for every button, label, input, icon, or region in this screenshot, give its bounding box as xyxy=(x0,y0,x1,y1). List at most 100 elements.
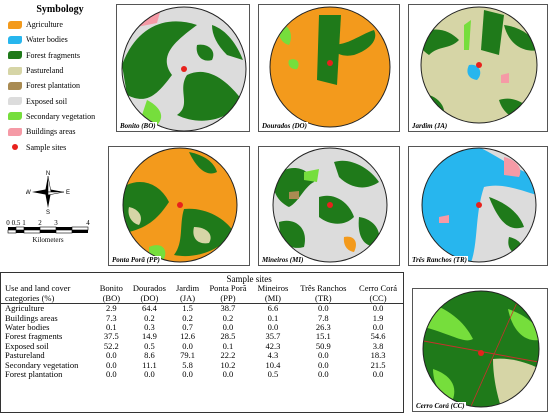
legend-swatch-buildings xyxy=(8,127,22,136)
column-name: Cerro Corá xyxy=(359,283,398,294)
table-cell: 3.8 xyxy=(372,340,384,351)
legend-swatch-forest xyxy=(8,51,22,60)
table-cell: 0.0 xyxy=(144,369,155,380)
column-code: (DO) xyxy=(127,293,172,305)
table-cell: 64.4 xyxy=(141,303,157,314)
column-name: Ponta Porã xyxy=(209,283,247,294)
table-cell: 22.2 xyxy=(220,350,236,361)
scale-unit: Kilometers xyxy=(32,236,63,244)
table-cell: 79.1 xyxy=(180,350,195,361)
table-row: Agriculture 2.9 64.4 1.5 38.7 6.6 0.0 0.0 xyxy=(1,304,403,314)
map-tresranchos: Três Ranchos (TR) xyxy=(408,146,548,266)
column-name: Bonito xyxy=(99,283,123,294)
column-code: (TR) xyxy=(293,293,354,305)
column-code: (PP) xyxy=(203,293,253,305)
table-cell: 0.2 xyxy=(144,312,155,323)
legend-label: Buildings areas xyxy=(26,127,76,137)
table-cell: 0.0 xyxy=(372,303,384,314)
table-row: Exposed soil 52.2 0.5 0.0 0.1 42.3 50.9 3.8 xyxy=(1,340,403,351)
table-cell: 0.0 xyxy=(267,322,279,333)
table-row: Secondary vegetation 0.0 11.1 5.8 10.2 10.4 0.… xyxy=(1,359,403,370)
legend-label: Agriculture xyxy=(26,20,63,30)
category-header-1: Use and land cover xyxy=(5,283,71,294)
legend-item-forest: Forest fragments xyxy=(8,48,112,63)
column-code: (MI) xyxy=(252,293,294,305)
legend-item-water: Water bodies xyxy=(8,32,112,47)
table-cell: 0.5 xyxy=(144,340,155,351)
table-cell: 0.0 xyxy=(317,359,329,370)
table-row: Buildings areas 7.3 0.2 0.2 0.2 0.1 7.8 1.9 xyxy=(1,312,403,323)
scale-bar: 0 0.5 1 2 3 4 Kilometers xyxy=(4,216,96,246)
table-row: Water bodies 0.1 0.3 0.7 0.0 0.0 26.3 0.0 xyxy=(1,322,403,333)
table-group-header: Sample sites xyxy=(226,274,272,284)
row-category: Forest plantation xyxy=(5,369,63,380)
scale-tick-label: 0.5 xyxy=(12,219,21,227)
table-cell: 6.6 xyxy=(267,303,279,314)
legend-swatch-agriculture xyxy=(8,20,22,29)
table-cell: 37.5 xyxy=(103,331,119,342)
table-cell: 12.6 xyxy=(180,331,195,342)
row-category: Buildings areas xyxy=(5,312,58,323)
row-category: Pastureland xyxy=(5,350,45,361)
row-category: Secondary vegetation xyxy=(5,359,79,370)
table-cell: 0.0 xyxy=(182,369,193,380)
north-arrow-icon: N S E W xyxy=(26,171,70,214)
legend-label: Forest fragments xyxy=(26,50,80,60)
map-cerrocora: Cerro Corá (CC) xyxy=(412,288,548,412)
table-cell: 10.2 xyxy=(220,359,236,370)
legend-item-plantation: Forest plantation xyxy=(8,78,112,93)
row-category: Exposed soil xyxy=(5,340,49,351)
legend-item-soil: Exposed soil xyxy=(8,93,112,108)
map-jardim: Jardim (JA) xyxy=(408,4,548,132)
scale-tick-label: 1 xyxy=(22,219,26,227)
table-cell: 1.5 xyxy=(182,303,193,314)
table-cell: 14.9 xyxy=(141,331,157,342)
table-cell: 26.3 xyxy=(315,322,331,333)
table-cell: 42.3 xyxy=(265,340,281,351)
table-cell: 38.7 xyxy=(220,303,236,314)
legend-swatch-water xyxy=(8,35,22,44)
column-name: Jardim xyxy=(175,283,200,294)
table-cell: 0.0 xyxy=(372,322,384,333)
map-label-mineiros: Mineiros (MI) xyxy=(261,256,305,264)
table-cell: 0.0 xyxy=(106,350,117,361)
legend-swatch-plantation xyxy=(8,81,22,90)
map-pontapora: Ponta Porã (PP) xyxy=(108,146,250,266)
column-code: (JA) xyxy=(171,293,204,305)
table-cell: 18.3 xyxy=(370,350,386,361)
table-cell: 28.5 xyxy=(220,331,236,342)
table-cell: 8.6 xyxy=(144,350,155,361)
table-cell: 7.8 xyxy=(317,312,329,323)
legend-title: Symbology xyxy=(36,4,84,15)
map-label-cerrocora: Cerro Corá (CC) xyxy=(415,402,466,410)
compass-w: W xyxy=(26,190,31,196)
map-mineiros: Mineiros (MI) xyxy=(258,146,400,266)
land-cover-table: Sample sites Use and land cover Bonito Do… xyxy=(0,272,404,413)
legend: Symbology Agriculture Water bodies Forest … xyxy=(8,4,112,155)
table-cell: 0.2 xyxy=(222,312,234,323)
map-label-pontapora: Ponta Porã (PP) xyxy=(111,256,161,264)
table-cell: 21.5 xyxy=(370,359,386,370)
table-row: Forest fragments 37.5 14.9 12.6 28.5 35.7 15.1… xyxy=(1,331,403,342)
table-cell: 0.1 xyxy=(267,312,279,323)
table-cell: 1.9 xyxy=(372,312,384,323)
row-category: Forest fragments xyxy=(5,331,63,342)
table-cell: 2.9 xyxy=(106,303,117,314)
legend-item-secondary: Secondary vegetation xyxy=(8,109,112,124)
table-cell: 52.2 xyxy=(103,340,119,351)
legend-label: Forest plantation xyxy=(26,81,80,91)
scale-tick-label: 4 xyxy=(86,219,90,227)
table-cell: 11.1 xyxy=(142,359,157,370)
table-cell: 0.7 xyxy=(182,322,193,333)
table-cell: 0.0 xyxy=(106,369,117,380)
column-code: (BO) xyxy=(95,293,128,305)
map-label-jardim: Jardim (JA) xyxy=(411,122,449,130)
table-cell: 35.7 xyxy=(265,331,281,342)
column-name: Três Ranchos xyxy=(300,283,347,294)
column-code: (CC) xyxy=(353,293,403,305)
table-cell: 0.0 xyxy=(317,303,329,314)
table-cell: 0.0 xyxy=(106,359,117,370)
legend-label: Exposed soil xyxy=(26,96,68,106)
legend-swatch-pasture xyxy=(8,66,22,75)
map-label-dourados: Dourados (DO) xyxy=(261,122,308,130)
